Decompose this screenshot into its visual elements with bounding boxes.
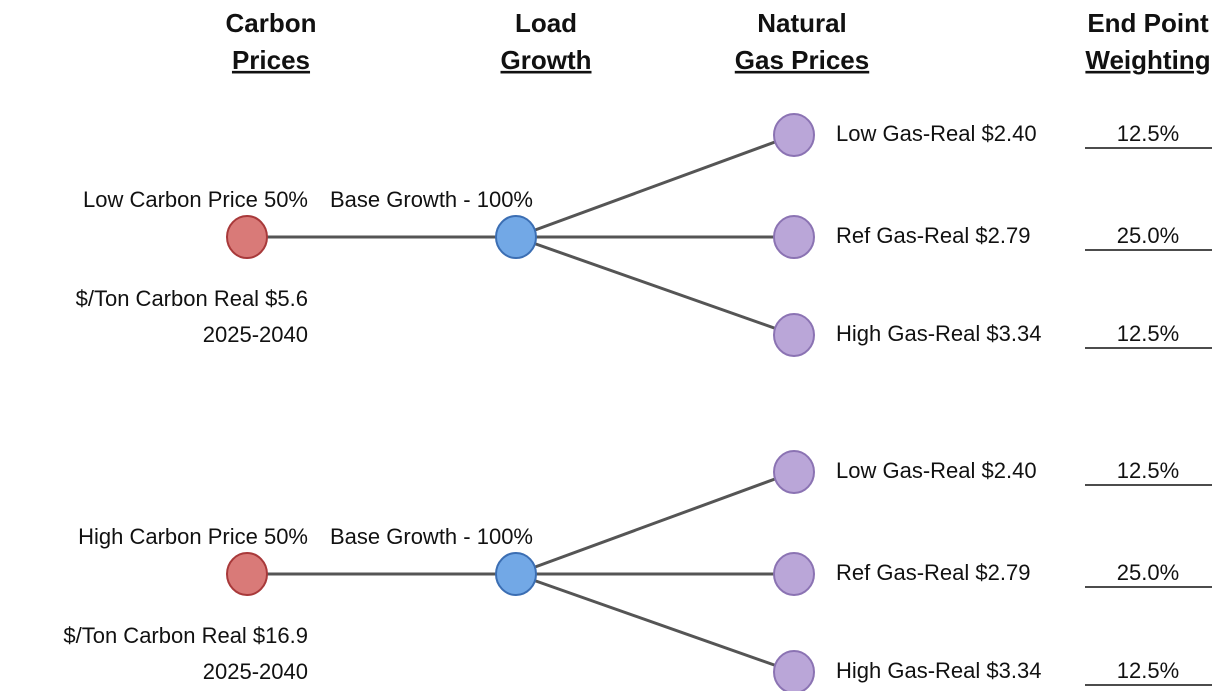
gas-label: High Gas-Real $3.34 [836,658,1041,683]
connector [515,235,795,337]
gas-node [773,450,815,494]
carbon-detail: 2025-2040 [203,322,308,347]
gas-label: Ref Gas-Real $2.79 [836,560,1030,585]
weight: 25.0% [1117,223,1179,248]
gas-label: High Gas-Real $3.34 [836,321,1041,346]
column-header: Load [515,8,577,38]
connector [515,572,795,674]
gas-node [773,552,815,596]
carbon-label: High Carbon Price 50% [78,524,308,549]
growth-node [495,215,537,259]
weight: 12.5% [1117,121,1179,146]
column-header: Weighting [1085,45,1210,75]
carbon-label: Low Carbon Price 50% [83,187,308,212]
column-header: Carbon [226,8,317,38]
gas-node [773,113,815,157]
column-header: Gas Prices [735,45,869,75]
carbon-detail: 2025-2040 [203,659,308,684]
column-header: Growth [501,45,592,75]
column-header: Natural [757,8,847,38]
growth-label: Base Growth - 100% [330,187,533,212]
column-header: Prices [232,45,310,75]
growth-node [495,552,537,596]
carbon-node [226,552,268,596]
weight: 12.5% [1117,658,1179,683]
connector [515,133,795,239]
column-header: End Point [1087,8,1209,38]
gas-node [773,650,815,691]
gas-label: Low Gas-Real $2.40 [836,121,1037,146]
gas-node [773,313,815,357]
connector [515,470,795,576]
weight: 12.5% [1117,458,1179,483]
weight: 12.5% [1117,321,1179,346]
gas-node [773,215,815,259]
carbon-detail: $/Ton Carbon Real $16.9 [63,623,308,648]
growth-label: Base Growth - 100% [330,524,533,549]
gas-label: Low Gas-Real $2.40 [836,458,1037,483]
weight: 25.0% [1117,560,1179,585]
gas-label: Ref Gas-Real $2.79 [836,223,1030,248]
carbon-node [226,215,268,259]
carbon-detail: $/Ton Carbon Real $5.6 [76,286,308,311]
